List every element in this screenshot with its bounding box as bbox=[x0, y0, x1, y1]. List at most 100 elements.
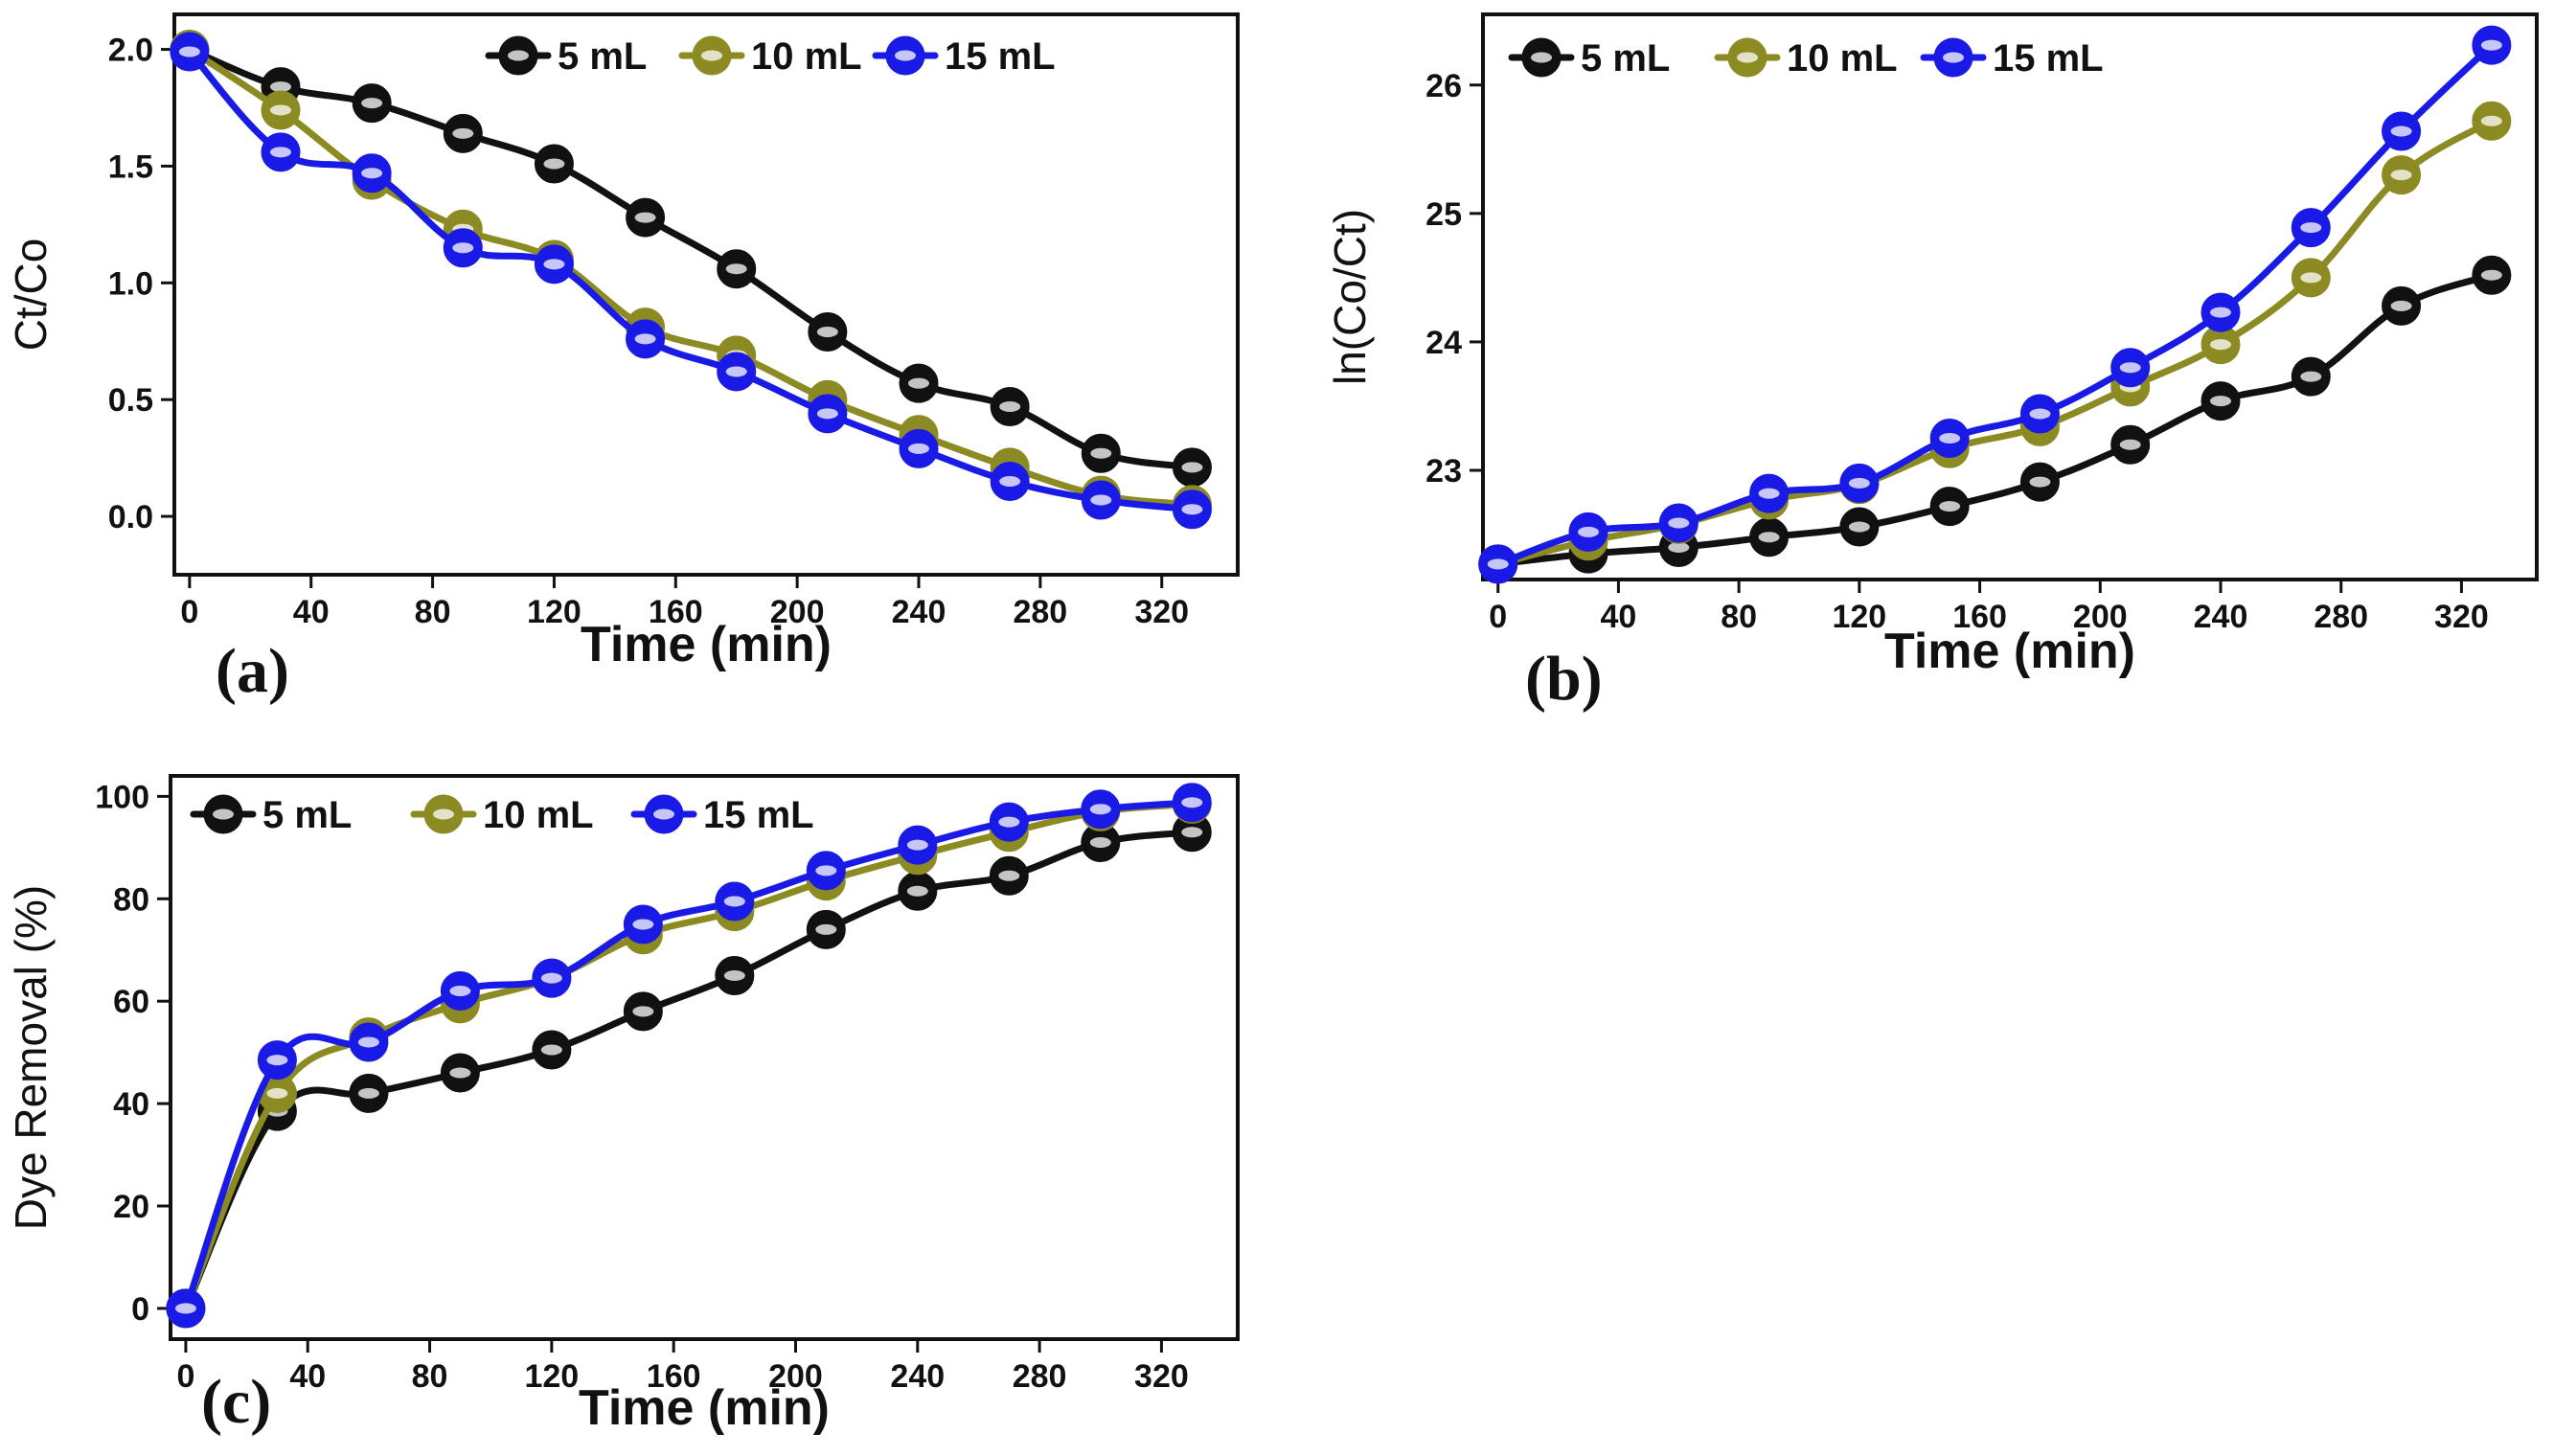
panel-a-x-tick-label: 160 bbox=[649, 594, 703, 630]
panel-b-point-15-ml-highlight bbox=[2210, 307, 2231, 318]
panel-a-point-5-ml-highlight bbox=[361, 98, 383, 109]
panel-a-y-axis-label: Ct/Co bbox=[6, 239, 56, 352]
panel-b-point-15-ml-highlight bbox=[1487, 558, 1509, 570]
panel-a-legend-marker-10-ml-highlight bbox=[701, 50, 722, 61]
panel-a-point-15-ml-highlight bbox=[361, 168, 383, 179]
panel-a-point-10-ml-highlight bbox=[270, 104, 291, 116]
panel-a-legend-marker-15-ml-highlight bbox=[895, 50, 916, 61]
panel-b-point-15-ml-highlight bbox=[1939, 433, 1961, 444]
panel-c-point-15-ml-highlight bbox=[1089, 804, 1111, 815]
panel-c-point-15-ml-highlight bbox=[723, 896, 745, 907]
panel-a-y-tick-label: 0.5 bbox=[108, 382, 153, 419]
panel-b-legend-marker-15-ml-highlight bbox=[1943, 52, 1964, 63]
panel-b-point-5-ml-highlight bbox=[2029, 476, 2051, 488]
panel-a-x-tick-label: 40 bbox=[293, 594, 330, 630]
panel-c-y-tick-label: 60 bbox=[113, 984, 149, 1020]
panel-b-y-tick-label: 26 bbox=[1425, 68, 1462, 104]
panel-a-x-tick-label: 80 bbox=[415, 594, 451, 630]
panel-a-point-5-ml-highlight bbox=[634, 212, 656, 223]
panel-a-point-15-ml-highlight bbox=[543, 259, 565, 270]
panel-a-chart: 0 40 80 120 160 200 240 280 320 0.0 0.5 1.0 1.5 2.0 Ti… bbox=[6, 12, 1240, 706]
panel-a-point-15-ml-highlight bbox=[634, 333, 656, 345]
panel-c-series-line-10-ml bbox=[182, 800, 1196, 1312]
panel-c-y-axis-label: Dye Removal (%) bbox=[6, 885, 56, 1230]
panel-a-point-15-ml-highlight bbox=[1090, 494, 1112, 506]
panel-a-x-axis-label: Time (min) bbox=[581, 617, 832, 672]
panel-c-legend-label-10-ml: 10 mL bbox=[483, 794, 594, 836]
panel-c-point-5-ml-highlight bbox=[632, 1006, 654, 1017]
panel-a-y-tick-label: 2.0 bbox=[108, 33, 153, 69]
panel-a-point-15-ml-highlight bbox=[452, 242, 474, 254]
panel-b-x-tick-label: 120 bbox=[1832, 599, 1886, 635]
panel-a-x-tick-label: 240 bbox=[892, 594, 946, 630]
panel-b-plot-frame bbox=[1481, 12, 2539, 581]
panel-c-point-5-ml-highlight bbox=[906, 885, 928, 897]
panel-c-y-tick-label: 40 bbox=[113, 1086, 149, 1123]
panel-b-x-tick-label: 320 bbox=[2434, 599, 2489, 635]
panel-c-point-15-ml-highlight bbox=[449, 986, 471, 997]
panel-a-x-tick-label: 280 bbox=[1013, 594, 1067, 630]
panel-c-point-15-ml-highlight bbox=[632, 919, 654, 930]
panel-c-x-tick-label: 200 bbox=[768, 1358, 823, 1395]
panel-b-legend-marker-5-ml-highlight bbox=[1531, 52, 1552, 63]
panel-a-x-tick-label: 0 bbox=[180, 594, 198, 630]
panel-b-x-tick-label: 280 bbox=[2314, 599, 2368, 635]
panel-b-x-tick-label: 200 bbox=[2073, 599, 2128, 635]
panel-a-point-15-ml-highlight bbox=[725, 366, 747, 377]
panel-c-series-line-15-ml bbox=[182, 799, 1196, 1312]
panel-a-y-tick-label: 0.0 bbox=[108, 499, 153, 535]
panel-c-point-15-ml-highlight bbox=[540, 972, 562, 984]
panel-a-point-5-ml-highlight bbox=[452, 127, 474, 139]
panel-a-point-5-ml-highlight bbox=[725, 263, 747, 275]
panel-c-x-tick-label: 240 bbox=[890, 1358, 945, 1395]
panel-b-x-tick-label: 240 bbox=[2194, 599, 2248, 635]
panel-c-x-tick-label: 120 bbox=[524, 1358, 579, 1395]
panel-c-legend-marker-5-ml-highlight bbox=[213, 808, 234, 820]
panel-c-point-5-ml-highlight bbox=[998, 870, 1020, 881]
panel-b-x-tick-label: 0 bbox=[1489, 599, 1507, 635]
panel-b-point-5-ml-highlight bbox=[2390, 300, 2412, 311]
panel-b-legend-label-5-ml: 5 mL bbox=[1581, 37, 1670, 80]
panel-a-point-5-ml-highlight bbox=[270, 81, 291, 93]
panel-b-x-axis-label: Time (min) bbox=[1884, 624, 2135, 679]
panel-c-plot-frame bbox=[169, 774, 1240, 1341]
panel-a-legend-marker-5-ml-highlight bbox=[508, 50, 529, 61]
panel-c-point-15-ml-highlight bbox=[998, 816, 1020, 828]
panel-c-chart: 0 40 80 120 160 200 240 280 320 0 20 40 60 80 100 Time … bbox=[6, 774, 1240, 1437]
panel-c-point-15-ml-highlight bbox=[357, 1036, 379, 1048]
panel-a-x-tick-label: 200 bbox=[770, 594, 825, 630]
panel-c-x-axis-label: Time (min) bbox=[579, 1380, 830, 1436]
panel-b-point-15-ml-highlight bbox=[2300, 222, 2322, 234]
panel-a-point-15-ml-highlight bbox=[816, 408, 838, 420]
panel-b-point-15-ml-highlight bbox=[1758, 488, 1780, 499]
panel-b-point-10-ml-highlight bbox=[2480, 115, 2502, 126]
panel-a-legend-label-5-ml: 5 mL bbox=[558, 35, 647, 78]
panel-a-series-line-5-ml bbox=[186, 46, 1196, 471]
panel-c-point-5-ml-highlight bbox=[815, 923, 837, 935]
panel-a-point-15-ml-highlight bbox=[178, 46, 200, 57]
panel-c-point-15-ml-highlight bbox=[266, 1055, 288, 1066]
panel-a-y-tick-label: 1.5 bbox=[108, 148, 153, 185]
panel-a-point-5-ml-highlight bbox=[1090, 447, 1112, 459]
panel-c-y-tick-label: 0 bbox=[131, 1291, 149, 1328]
panel-a-point-5-ml-highlight bbox=[999, 401, 1021, 412]
panel-b-x-tick-label: 160 bbox=[1952, 599, 2007, 635]
panel-a-point-5-ml-highlight bbox=[543, 158, 565, 170]
panel-c-x-tick-label: 160 bbox=[647, 1358, 701, 1395]
panel-c-point-10-ml-highlight bbox=[266, 1087, 288, 1099]
panel-b-legend-label-10-ml: 10 mL bbox=[1787, 37, 1898, 80]
panel-b-point-10-ml-highlight bbox=[2300, 272, 2322, 284]
panel-a-legend-label-10-ml: 10 mL bbox=[751, 35, 862, 78]
panel-a-y-tick-label: 1.0 bbox=[108, 265, 153, 302]
panel-b-point-15-ml-highlight bbox=[2390, 125, 2412, 137]
panel-c-point-15-ml-highlight bbox=[174, 1303, 196, 1314]
panel-a-legend-label-15-ml: 15 mL bbox=[945, 35, 1056, 78]
panel-c-x-tick-label: 320 bbox=[1134, 1358, 1189, 1395]
panel-b-series-line-15-ml bbox=[1494, 41, 2496, 568]
panel-c-y-tick-label: 20 bbox=[113, 1189, 149, 1225]
panel-b-point-15-ml-highlight bbox=[1668, 517, 1690, 529]
panel-b-chart: 0 40 80 120 160 200 240 280 320 23 24 25 26 Time (min… bbox=[1325, 12, 2539, 714]
panel-c-point-5-ml-highlight bbox=[1089, 836, 1111, 848]
panel-a-point-5-ml-highlight bbox=[816, 327, 838, 337]
